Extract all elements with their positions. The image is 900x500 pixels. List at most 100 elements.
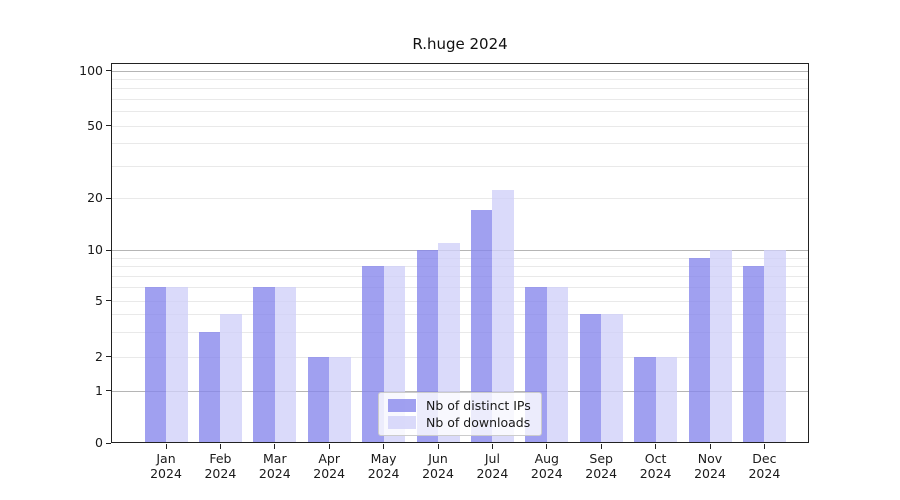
x-tick-year: 2024: [150, 466, 182, 481]
gridline-minor: [111, 78, 809, 80]
y-tick-label: 2: [95, 348, 103, 364]
gridline-minor: [111, 125, 809, 127]
gridline-major: [111, 390, 809, 392]
x-tick-month: Oct: [644, 451, 667, 466]
legend: Nb of distinct IPs Nb of downloads: [378, 392, 542, 436]
x-tick-label: May 2024: [352, 451, 416, 481]
y-tick: [106, 197, 111, 199]
x-tick: [165, 444, 167, 449]
bar-downloads-apr: [329, 356, 351, 443]
x-tick-label: Sep 2024: [569, 451, 633, 481]
bar-downloads-oct: [655, 356, 678, 443]
gridline-minor: [111, 275, 809, 277]
legend-swatch-downloads: [388, 416, 416, 429]
gridline-minor: [111, 165, 809, 167]
x-tick-year: 2024: [530, 466, 563, 481]
bar-distinct-ips-apr: [307, 356, 330, 443]
legend-item-distinct-ips: Nb of distinct IPs: [388, 398, 532, 413]
x-tick-label: Nov 2024: [678, 451, 742, 481]
x-tick-month: Sep: [589, 451, 613, 466]
x-tick-label: Jul 2024: [460, 451, 524, 481]
bar-distinct-ips-feb: [198, 331, 221, 443]
x-tick-year: 2024: [204, 466, 237, 481]
y-tick-label: 20: [87, 190, 103, 205]
bar-distinct-ips-mar: [253, 287, 275, 443]
x-tick-label: Apr 2024: [297, 451, 361, 481]
gridline-major: [111, 70, 809, 72]
x-tick-month: Nov: [697, 451, 723, 466]
x-tick: [491, 444, 493, 449]
x-tick: [600, 444, 602, 449]
gridline-minor: [111, 88, 809, 90]
bar-downloads-aug: [546, 287, 569, 443]
bar-distinct-ips-jan: [144, 287, 166, 443]
y-tick-label: 50: [87, 117, 103, 133]
bar-downloads-jul: [492, 190, 514, 443]
x-tick-year: 2024: [258, 466, 291, 481]
x-tick: [655, 444, 657, 449]
legend-label-distinct-ips: Nb of distinct IPs: [426, 398, 531, 413]
gridline-major: [111, 250, 809, 251]
x-tick: [383, 444, 385, 449]
gridline-minor: [111, 198, 809, 199]
x-tick-label: Feb 2024: [188, 451, 252, 481]
x-tick-label: Aug 2024: [515, 451, 579, 481]
gridline-minor: [111, 257, 809, 259]
x-tick-year: 2024: [694, 466, 726, 481]
y-tick-label: 100: [79, 62, 103, 78]
x-tick-month: Mar: [263, 451, 287, 466]
bar-distinct-ips-sep: [579, 314, 602, 443]
x-tick-year: 2024: [639, 466, 672, 481]
gridline-minor: [111, 356, 809, 358]
x-tick-label: Dec 2024: [732, 451, 796, 481]
bar-downloads-sep: [601, 314, 623, 443]
y-tick: [106, 249, 111, 251]
x-tick: [328, 444, 330, 449]
legend-item-downloads: Nb of downloads: [388, 415, 532, 430]
x-tick-year: 2024: [422, 466, 454, 481]
gridline-minor: [111, 314, 809, 316]
bar-distinct-ips-oct: [634, 356, 656, 443]
x-tick: [274, 444, 276, 449]
y-tick-label: 0: [95, 435, 103, 450]
x-tick-year: 2024: [476, 466, 509, 481]
bar-downloads-feb: [220, 314, 242, 443]
gridline-minor: [111, 331, 809, 333]
bar-downloads-mar: [274, 287, 297, 443]
x-tick-label: Jan 2024: [134, 451, 198, 481]
y-tick-label: 1: [95, 382, 103, 398]
x-tick: [709, 444, 711, 449]
y-tick-label: 10: [87, 242, 103, 257]
x-tick-label: Mar 2024: [243, 451, 307, 481]
x-tick-year: 2024: [585, 466, 618, 481]
gridline-minor: [111, 111, 809, 113]
plot-area: [111, 63, 809, 443]
bar-downloads-jan: [166, 287, 188, 443]
x-tick-month: Jan: [156, 451, 176, 466]
x-tick-year: 2024: [367, 466, 400, 481]
x-tick-label: Oct 2024: [624, 451, 688, 481]
x-tick-month: Aug: [534, 451, 559, 466]
bar-distinct-ips-jul: [470, 210, 493, 443]
bar-distinct-ips-nov: [688, 257, 710, 443]
gridline-minor: [111, 287, 809, 289]
y-tick: [106, 356, 111, 357]
gridline-minor: [111, 143, 809, 145]
x-tick-month: Jul: [484, 451, 500, 466]
y-tick-label: 5: [95, 292, 103, 308]
gridline-minor: [111, 98, 809, 100]
bar-downloads-nov: [710, 250, 732, 443]
bar-distinct-ips-dec: [742, 266, 765, 443]
x-tick-month: Feb: [209, 451, 232, 466]
x-tick-label: Jun 2024: [406, 451, 470, 481]
x-tick: [546, 444, 548, 449]
y-tick: [106, 125, 111, 126]
gridline-minor: [111, 266, 809, 268]
y-tick: [106, 442, 111, 444]
legend-swatch-distinct-ips: [388, 399, 416, 412]
x-tick-month: Jun: [428, 451, 448, 466]
x-tick-month: Dec: [752, 451, 777, 466]
x-tick-month: Apr: [318, 451, 340, 466]
gridline-minor: [111, 300, 809, 302]
x-tick: [437, 444, 439, 449]
